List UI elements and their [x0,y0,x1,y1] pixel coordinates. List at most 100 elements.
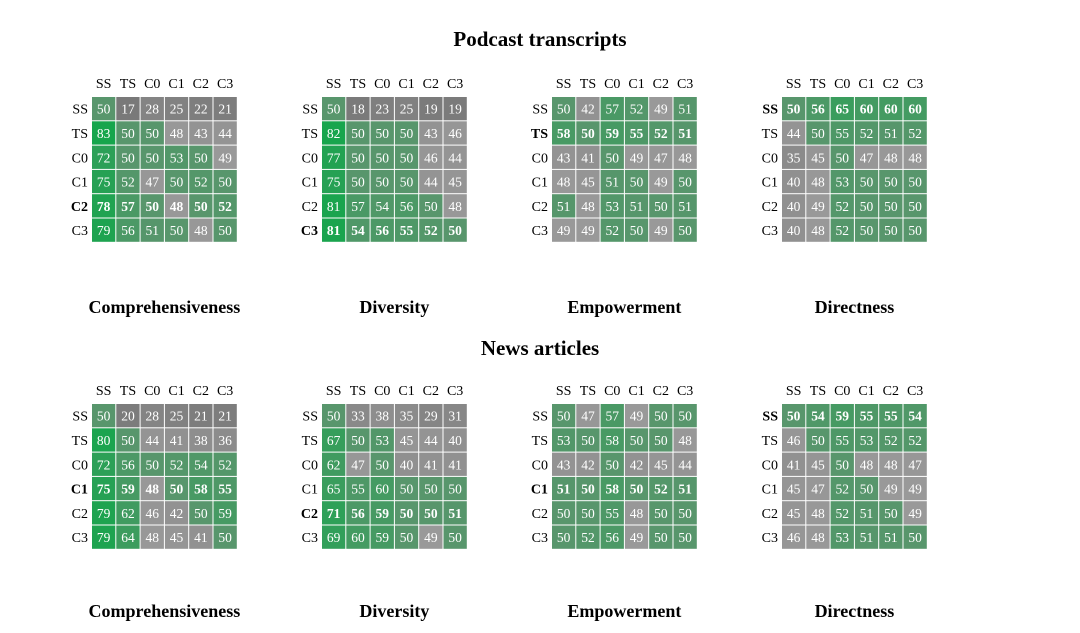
col-header-label: SS [326,77,342,92]
cell-value-label: 49 [630,530,644,545]
heatmap-cell [370,169,394,194]
cell-value-label: 57 [606,102,620,117]
cell-value-label: 45 [787,482,801,497]
cell-value-label: 51 [678,102,692,117]
heatmap-cell [600,452,624,476]
cell-value-label: 36 [218,433,232,448]
col-header-label: TS [120,77,136,92]
row-header-label: TS [762,127,778,142]
heatmap-cell [782,121,806,145]
row-header-label: TS [302,127,318,142]
heatmap-cell [830,452,854,476]
heatmap-cell [673,145,697,169]
col-header-label: C3 [907,384,923,399]
row-header-label: SS [762,103,778,118]
row-header-label: C2 [762,200,778,215]
heatmap-cell [903,452,927,476]
row-header-label: C1 [71,483,88,498]
cell-value-label: 48 [811,223,825,238]
cell-value-label: 33 [351,409,365,424]
heatmap-cell [903,97,927,121]
row-header-label: C3 [762,224,778,239]
row-header-label: C1 [762,176,778,191]
col-header-label: TS [580,77,596,92]
heatmap-cell [673,404,697,428]
heatmap-cell [624,476,649,501]
heatmap-cell [394,218,419,242]
heatmap-cell [624,525,649,549]
cell-value-label: 69 [327,530,341,545]
cell-value-label: 50 [194,506,208,521]
cell-value-label: 64 [121,530,135,545]
heatmap-cell [116,476,140,501]
cell-value-label: 20 [121,409,135,424]
heatmap-cell [92,404,116,428]
col-header-label: C3 [447,384,463,399]
cell-value-label: 31 [448,409,462,424]
cell-value-label: 50 [654,506,668,521]
heatmap-cell [624,145,649,169]
cell-value-label: 59 [376,506,390,521]
heatmap-cell [552,452,576,476]
cell-value-label: 48 [678,433,692,448]
cell-value-label: 55 [884,409,898,424]
col-header-label: C2 [193,384,209,399]
cell-value-label: 50 [787,409,801,424]
cell-value-label: 47 [654,150,668,165]
cell-value-label: 50 [557,102,571,117]
heatmap-cell [806,169,830,194]
heatmap-cell [419,404,443,428]
heatmap-cell [322,501,346,525]
cell-value-label: 47 [351,457,365,472]
cell-value-label: 48 [884,457,898,472]
heatmap-cell [443,452,467,476]
cell-value-label: 49 [557,223,571,238]
cell-value-label: 42 [170,506,184,521]
cell-value-label: 58 [194,482,208,497]
row-header-label: TS [72,127,88,142]
cell-value-label: 56 [121,457,135,472]
cell-value-label: 42 [581,102,595,117]
col-header-label: TS [580,384,596,399]
cell-value-label: 51 [630,199,644,214]
col-header-label: SS [326,384,342,399]
heatmap-cell [879,218,903,242]
row-header-label: TS [531,127,548,142]
cell-value-label: 52 [218,199,232,214]
heatmap-cell [419,501,443,525]
cell-value-label: 67 [327,433,341,448]
cell-value-label: 42 [630,457,644,472]
heatmap-cell [322,121,346,145]
cell-value-label: 50 [424,482,438,497]
cell-value-label: 48 [908,150,922,165]
col-header-label: C3 [217,384,233,399]
heatmap-cell [189,476,213,501]
cell-value-label: 50 [424,199,438,214]
heatmap-cell [830,525,854,549]
cell-value-label: 51 [884,126,898,141]
col-header-label: C1 [628,77,644,92]
heatmap-cell [879,97,903,121]
heatmap-cell [576,525,600,549]
cell-value-label: 45 [787,506,801,521]
heatmap-cell [854,452,879,476]
panel-title: Directness [815,601,895,621]
heatmap-cell [552,525,576,549]
heatmap-cell [600,476,624,501]
cell-value-label: 50 [630,223,644,238]
cell-value-label: 53 [376,433,390,448]
cell-value-label: 50 [121,433,135,448]
heatmap-cell [140,145,164,169]
col-header-label: C0 [144,77,160,92]
heatmap-cell [854,404,879,428]
cell-value-label: 19 [448,102,462,117]
heatmap-cell [576,404,600,428]
cell-value-label: 45 [581,175,595,190]
col-header-label: C0 [374,77,390,92]
heatmap-cell [346,218,370,242]
heatmap-cell [806,501,830,525]
cell-value-label: 22 [194,102,208,117]
cell-value-label: 52 [606,223,620,238]
heatmap-cell [854,145,879,169]
heatmap-cell [830,145,854,169]
